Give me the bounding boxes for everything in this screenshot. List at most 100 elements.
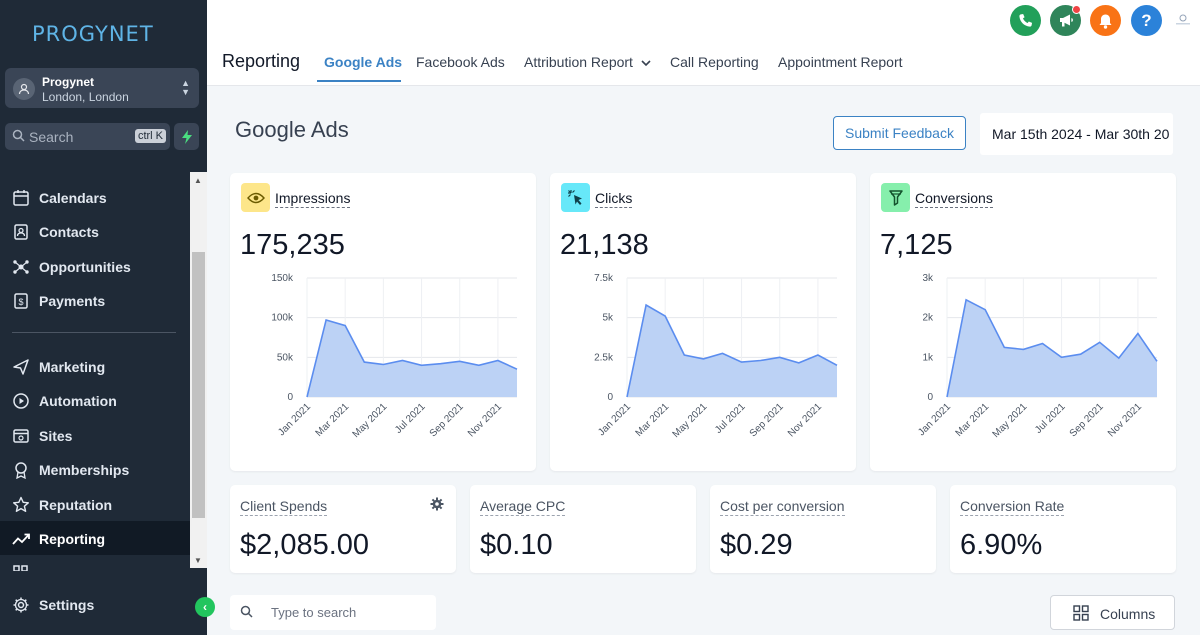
cursor-click-icon (561, 183, 590, 212)
location-name: Progynet (42, 75, 95, 89)
notifications-button[interactable] (1090, 5, 1121, 36)
tab-appointment-report[interactable]: Appointment Report (778, 54, 903, 70)
bell-icon (1099, 14, 1112, 29)
sidebar-item-reputation[interactable]: Reputation (0, 487, 190, 521)
conversion-rate-card: Conversion Rate 6.90% (950, 485, 1176, 573)
network-icon (13, 260, 29, 274)
notification-dot (1072, 5, 1081, 14)
series-line (626, 303, 838, 398)
x-tick-label: Nov 2021 (466, 401, 504, 439)
location-switcher[interactable]: Progynet London, London ▲ ▼ (5, 68, 199, 108)
kpi-value: 6.90% (960, 529, 1043, 561)
metric-label[interactable]: Conversions (915, 190, 993, 208)
x-tick-label: Jul 2021 (713, 401, 748, 436)
clicks-chart: 0 2.5k 5k 7.5k Jan 2021 Mar 2021 May 2021 Jul 2… (594, 273, 838, 440)
location-address: London, London (42, 90, 129, 104)
y-tick-label: 50k (277, 352, 294, 363)
impressions-chart: 0 50k 100k 150k Jan 2021 Mar 2021 May 2021 Jul … (271, 273, 518, 440)
location-icon (13, 78, 35, 100)
sidebar-item-calendars[interactable]: Calendars (0, 180, 190, 214)
table-search-input[interactable]: Type to search (230, 595, 436, 630)
series-area (307, 320, 517, 397)
cost-per-conversion-card: Cost per conversion $0.29 (710, 485, 936, 573)
sidebar-search-input[interactable]: Search ctrl K (5, 123, 170, 150)
search-icon (12, 129, 25, 142)
kpi-label[interactable]: Average CPC (480, 498, 566, 516)
star-icon (13, 496, 29, 512)
conversions-card: Conversions 7,125 0 1k 2k 3k Jan 2021 Mar 202… (870, 173, 1176, 471)
scroll-down-arrow-icon[interactable]: ▼ (194, 556, 202, 565)
help-icon: ? (1141, 10, 1152, 30)
chevron-updown-icon: ▲ ▼ (181, 78, 190, 97)
sidebar-item-automation[interactable]: Automation (0, 383, 190, 417)
tab-call-reporting[interactable]: Call Reporting (670, 54, 759, 70)
sidebar-item-label: Reputation (39, 497, 113, 513)
sidebar-item-reporting[interactable]: Reporting (0, 521, 190, 555)
play-circle-icon (13, 393, 29, 409)
sidebar-item-partially-hidden (12, 564, 190, 571)
x-tick-label: Mar 2021 (954, 401, 992, 439)
quick-action-button[interactable] (174, 123, 199, 150)
search-placeholder: Search (29, 129, 74, 145)
x-tick-label: Jul 2021 (393, 401, 428, 436)
sidebar-item-opportunities[interactable]: Opportunities (0, 249, 190, 283)
sidebar-item-label: Sites (39, 428, 73, 444)
header-title: Reporting (222, 51, 301, 71)
kpi-label[interactable]: Client Spends (240, 498, 328, 516)
gear-icon (13, 597, 29, 613)
sidebar-item-label: Calendars (39, 190, 107, 206)
clicks-card: Clicks 21,138 0 2.5k 5k 7.5k Jan 2021 Mar 202… (550, 173, 856, 471)
submit-feedback-button[interactable]: Submit Feedback (833, 116, 966, 150)
x-tick-label: Mar 2021 (314, 401, 352, 439)
sidebar-item-contacts[interactable]: Contacts (0, 214, 190, 248)
y-tick-label: 7.5k (594, 273, 614, 284)
columns-label: Columns (1100, 606, 1156, 622)
app-logo: PROGYNET (32, 22, 154, 46)
active-tab-indicator (317, 80, 401, 82)
metric-label[interactable]: Clicks (595, 190, 633, 208)
tab-facebook-ads[interactable]: Facebook Ads (416, 54, 505, 70)
x-tick-label: May 2021 (991, 401, 1030, 440)
chevron-left-icon: ‹ (203, 600, 207, 614)
chevron-down-icon (641, 60, 651, 67)
gear-icon[interactable] (430, 497, 444, 511)
series-line (946, 298, 1158, 398)
kpi-label[interactable]: Cost per conversion (720, 498, 845, 516)
sidebar-collapse-button[interactable]: ‹ (195, 597, 215, 617)
phone-button[interactable] (1010, 5, 1041, 36)
svg-text:$: $ (18, 297, 23, 307)
kpi-label[interactable]: Conversion Rate (960, 498, 1065, 516)
y-tick-label: 3k (922, 273, 934, 284)
metric-label[interactable]: Impressions (275, 190, 351, 208)
kpi-value: $0.29 (720, 529, 793, 561)
date-range-picker[interactable]: Mar 15th 2024 - Mar 30th 20 (980, 113, 1173, 155)
y-tick-label: 0 (927, 392, 933, 403)
client-spends-card: Client Spends $2,085.00 (230, 485, 456, 573)
sidebar-item-label: Automation (39, 393, 117, 409)
sidebar-item-memberships[interactable]: Memberships (0, 452, 190, 486)
sidebar-item-payments[interactable]: $ Payments (0, 283, 190, 317)
sidebar-item-sites[interactable]: Sites (0, 418, 190, 452)
phone-icon (1019, 13, 1033, 27)
calendar-icon (13, 190, 29, 206)
sidebar-item-settings[interactable]: Settings (0, 587, 190, 621)
y-tick-label: 0 (287, 392, 293, 403)
impressions-card: Impressions 175,235 0 50k 100k 150k Jan 2021… (230, 173, 536, 471)
x-tick-label: Mar 2021 (634, 401, 672, 439)
help-button[interactable]: ? (1131, 5, 1162, 36)
sidebar-item-label: Marketing (39, 359, 106, 375)
scroll-up-arrow-icon[interactable]: ▲ (194, 176, 202, 185)
y-tick-label: 100k (271, 313, 294, 324)
tab-attribution-report[interactable]: Attribution Report (524, 54, 651, 70)
trending-up-icon (12, 533, 30, 545)
sidebar-item-label: Memberships (39, 462, 130, 478)
sidebar-scrollbar-thumb[interactable] (192, 252, 205, 518)
tab-google-ads[interactable]: Google Ads (324, 54, 403, 70)
columns-button[interactable]: Columns (1050, 595, 1175, 630)
table-search-placeholder: Type to search (271, 605, 357, 620)
sidebar-item-marketing[interactable]: Marketing (0, 349, 190, 383)
tab-label: Attribution Report (524, 54, 633, 70)
x-tick-label: May 2021 (671, 401, 710, 440)
x-tick-label: Sep 2021 (428, 401, 466, 439)
sidebar-item-label: Settings (39, 597, 95, 613)
